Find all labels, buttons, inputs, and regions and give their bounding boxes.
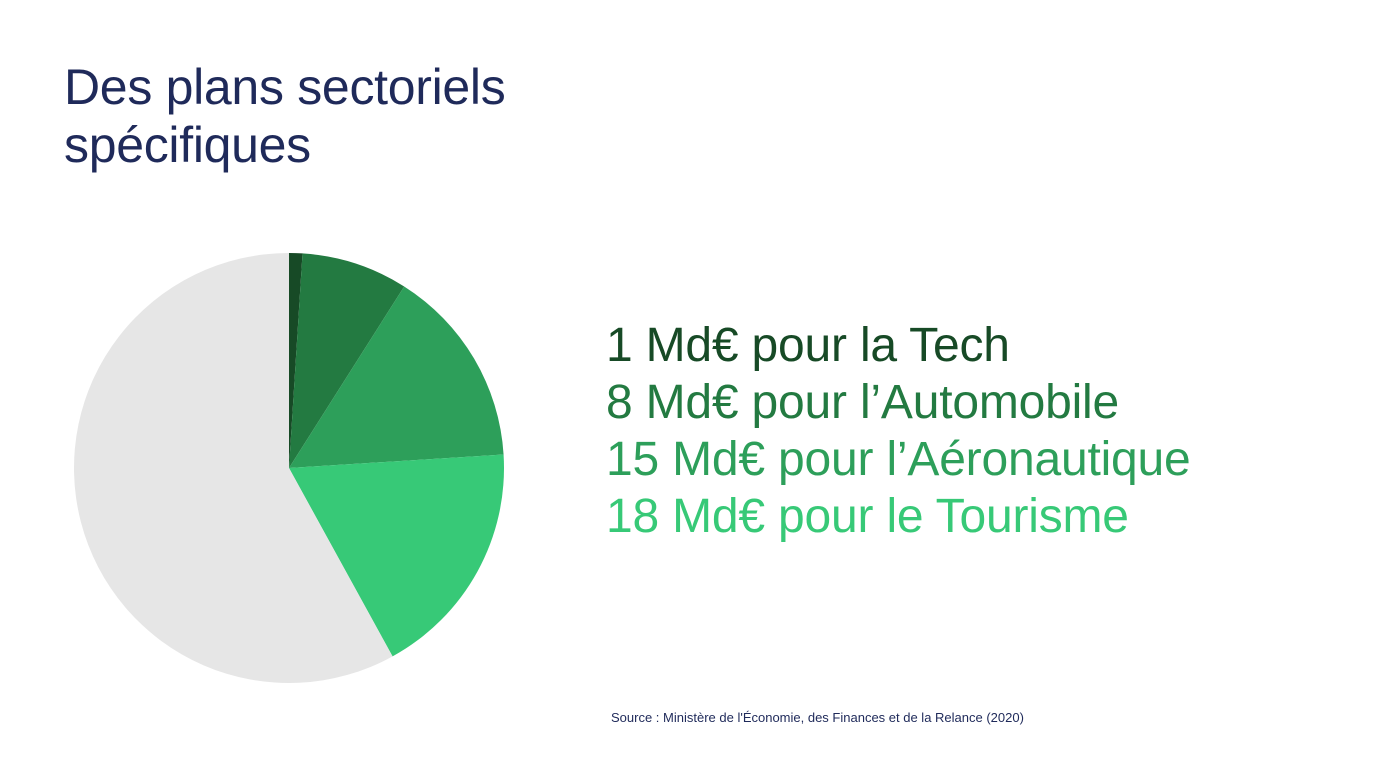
pie-slice-aeronautique bbox=[289, 286, 504, 468]
pie-chart bbox=[74, 253, 504, 683]
title-line-2: spécifiques bbox=[64, 117, 311, 173]
pie-slice-automobile bbox=[289, 253, 405, 468]
legend-item-tech: 1 Md€ pour la Tech bbox=[606, 319, 1010, 372]
legend: 1 Md€ pour la Tech 8 Md€ pour l’Automobi… bbox=[606, 317, 1191, 545]
title-line-1: Des plans sectoriels bbox=[64, 59, 506, 115]
pie-chart-svg bbox=[74, 253, 504, 683]
pie-slice-tech bbox=[289, 253, 303, 468]
legend-item-automobile: 8 Md€ pour l’Automobile bbox=[606, 376, 1120, 429]
pie-slice-other bbox=[74, 253, 393, 683]
source-note: Source : Ministère de l'Économie, des Fi… bbox=[611, 710, 1024, 725]
page-title: Des plans sectoriels spécifiques bbox=[64, 58, 506, 174]
legend-item-aeronautique: 15 Md€ pour l’Aéronautique bbox=[606, 433, 1191, 486]
legend-item-tourisme: 18 Md€ pour le Tourisme bbox=[606, 490, 1129, 543]
pie-slice-tourisme bbox=[289, 454, 504, 657]
